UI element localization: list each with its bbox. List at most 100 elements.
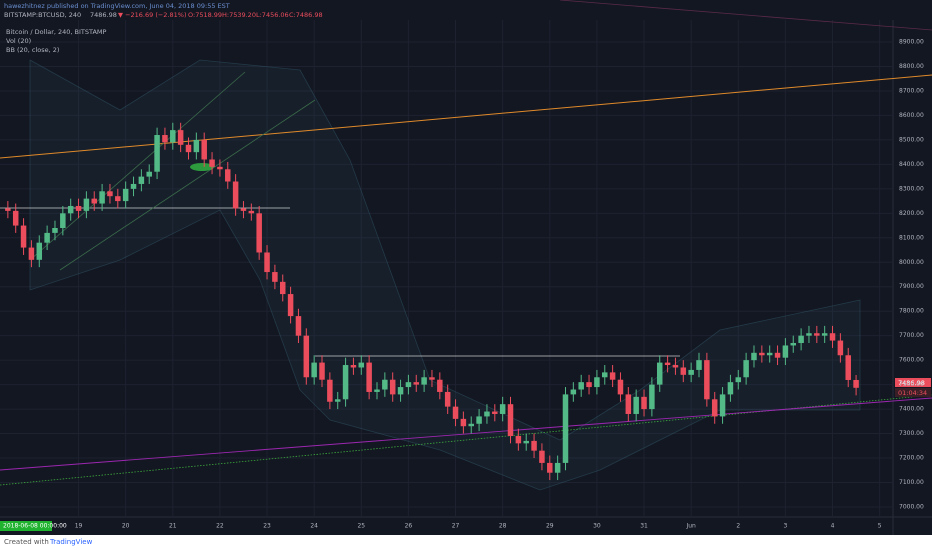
candle-body <box>609 372 616 380</box>
x-tick-label: 28 <box>499 523 507 530</box>
candle-body <box>279 281 286 295</box>
candle-body <box>704 360 710 400</box>
candle-body <box>649 384 655 410</box>
x-tick-label: 29 <box>546 523 554 530</box>
candle-body <box>444 391 451 407</box>
candle-body <box>28 247 35 260</box>
candle-body <box>295 316 302 336</box>
candle-body <box>75 205 82 211</box>
candle-body <box>696 360 702 370</box>
price-tag-label: 7486.98 <box>898 379 925 387</box>
x-tick-label: 31 <box>640 523 648 530</box>
candle-body <box>20 225 27 248</box>
footer-bar <box>0 535 932 550</box>
candle-body <box>248 210 255 214</box>
candle-body <box>201 139 207 160</box>
x-tick-label: 25 <box>357 523 365 530</box>
publisher: hawezhitnez published on TradingView.com… <box>4 2 230 10</box>
y-tick-label: 7300.00 <box>899 430 924 437</box>
candle-body <box>358 362 365 368</box>
candle-body <box>554 462 561 473</box>
x-tick-label: 27 <box>452 523 460 530</box>
footer-created: Created with <box>4 538 49 546</box>
candle-body <box>107 191 113 197</box>
candle-body <box>264 252 270 273</box>
candle-body <box>193 139 200 153</box>
y-tick-label: 8700.00 <box>899 87 924 94</box>
close: C:7486.98 <box>289 11 323 19</box>
candle-body <box>586 382 592 388</box>
candle-body <box>633 396 639 414</box>
candle-body <box>91 198 97 204</box>
candle-body <box>421 377 427 385</box>
candle-body <box>617 379 624 395</box>
y-tick-label: 7200.00 <box>899 455 924 462</box>
change: ▼ −216.69 (−2.81%) <box>118 11 187 19</box>
candle-body <box>389 379 396 395</box>
candle-body <box>5 208 11 211</box>
y-tick-label: 8900.00 <box>899 39 924 46</box>
candle-body <box>303 335 310 378</box>
y-tick-label: 7600.00 <box>899 357 924 364</box>
candle-body <box>578 382 584 390</box>
x-tick-label: 26 <box>405 523 413 530</box>
candle-body <box>44 232 50 243</box>
candle-body <box>397 387 404 395</box>
x-tick-label: 3 <box>783 523 787 530</box>
candle-body <box>594 377 600 388</box>
candle-body <box>52 228 58 233</box>
candle-body <box>664 362 671 366</box>
x-tick-label: 19 <box>75 523 83 530</box>
candle-body <box>484 411 490 417</box>
candle-body <box>99 191 105 204</box>
footer-brand[interactable]: TradingView <box>49 538 93 546</box>
candle-body <box>476 416 482 424</box>
candle-body <box>782 345 789 358</box>
candle-body <box>751 352 757 361</box>
countdown-tag <box>895 388 931 397</box>
candle-body <box>829 333 836 341</box>
y-tick-label: 8500.00 <box>899 136 924 143</box>
candle-body <box>711 399 718 417</box>
y-tick-label: 8000.00 <box>899 259 924 266</box>
symbol: BITSTAMP:BTCUSD, 240 <box>4 11 81 19</box>
channel-line <box>29 71 246 261</box>
open: O:7518.99 <box>188 11 222 19</box>
candle-body <box>562 394 569 463</box>
candle-body <box>602 372 608 378</box>
candle-body <box>429 377 435 380</box>
candle-body <box>814 333 820 336</box>
low: L:7456.06 <box>256 11 289 19</box>
y-tick-label: 7100.00 <box>899 479 924 486</box>
candle-body <box>437 379 443 392</box>
candle-body <box>162 135 168 143</box>
candle-body <box>806 333 812 336</box>
x-tick-label: 2 <box>736 523 740 530</box>
x-tick-label: 24 <box>310 523 318 530</box>
candle-body <box>523 440 529 444</box>
candle-body <box>790 343 797 346</box>
candle-body <box>67 205 74 214</box>
candle-body <box>374 389 380 392</box>
candle-body <box>177 130 184 145</box>
candle-body <box>382 379 388 390</box>
candle-body <box>719 394 726 417</box>
y-tick-label: 7700.00 <box>899 332 924 339</box>
candle-body <box>405 382 412 388</box>
candle-body <box>366 362 372 392</box>
x-tick-label: 21 <box>169 523 177 530</box>
candle-body <box>319 362 325 380</box>
candle-body <box>12 210 19 226</box>
purple-trendline <box>0 397 932 471</box>
candle-body <box>154 135 160 172</box>
channel-line <box>59 99 316 271</box>
candle-body <box>507 404 514 437</box>
candle-body <box>232 181 239 209</box>
y-tick-label: 7500.00 <box>899 381 924 388</box>
candle-body <box>115 196 121 202</box>
candle-body <box>570 389 577 395</box>
y-tick-label: 7900.00 <box>899 283 924 290</box>
y-tick-label: 8800.00 <box>899 63 924 70</box>
candle-body <box>735 377 742 383</box>
